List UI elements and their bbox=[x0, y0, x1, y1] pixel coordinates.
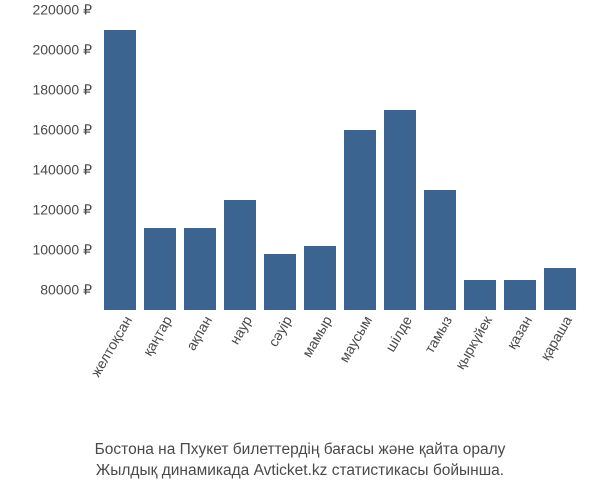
bar bbox=[304, 246, 335, 310]
y-tick-label: 100000 ₽ bbox=[32, 242, 100, 259]
caption-line-1: Жылдық динамикада Avticket.kz статистика… bbox=[0, 461, 600, 482]
caption-block: Бостона на Пхукет билеттердің бағасы жән… bbox=[0, 440, 600, 482]
x-tick-label: маусым bbox=[331, 310, 375, 365]
bar bbox=[344, 130, 375, 310]
chart-container: 80000 ₽ 100000 ₽ 120000 ₽ 140000 ₽ 160000 ₽ 1… bbox=[0, 0, 600, 500]
x-tick-label: сәуір bbox=[260, 310, 295, 349]
x-tick-label: қыркүйек bbox=[447, 310, 495, 372]
caption-line-0: Бостона на Пхукет билеттердің бағасы жән… bbox=[0, 440, 600, 461]
y-tick-label: 200000 ₽ bbox=[32, 42, 100, 59]
bar bbox=[384, 110, 415, 310]
x-tick-label: қаңтар bbox=[134, 310, 175, 359]
bar bbox=[424, 190, 455, 310]
bar bbox=[544, 268, 575, 310]
y-tick-label: 140000 ₽ bbox=[32, 162, 100, 179]
x-tick-label: желтоқсан bbox=[82, 310, 135, 379]
y-tick-label: 120000 ₽ bbox=[32, 202, 100, 219]
y-tick-label: 220000 ₽ bbox=[32, 2, 100, 19]
bar bbox=[104, 30, 135, 310]
x-tick-label: тамыз bbox=[416, 310, 455, 356]
x-tick-label: мамыр bbox=[294, 310, 335, 360]
y-tick-label: 160000 ₽ bbox=[32, 122, 100, 139]
x-tick-label: шілде bbox=[377, 310, 415, 354]
bar bbox=[464, 280, 495, 310]
bar bbox=[264, 254, 295, 310]
x-tick-label: қараша bbox=[532, 310, 575, 363]
y-tick-label: 180000 ₽ bbox=[32, 82, 100, 99]
x-tick-label: наур bbox=[221, 310, 255, 347]
bar bbox=[184, 228, 215, 310]
bar bbox=[224, 200, 255, 310]
y-tick-label: 80000 ₽ bbox=[40, 282, 100, 299]
bar bbox=[504, 280, 535, 310]
x-tick-label: қазан bbox=[498, 310, 535, 352]
bar bbox=[144, 228, 175, 310]
x-tick-label: ақпан bbox=[177, 310, 215, 353]
plot-area: 80000 ₽100000 ₽120000 ₽140000 ₽160000 ₽1… bbox=[100, 10, 580, 310]
